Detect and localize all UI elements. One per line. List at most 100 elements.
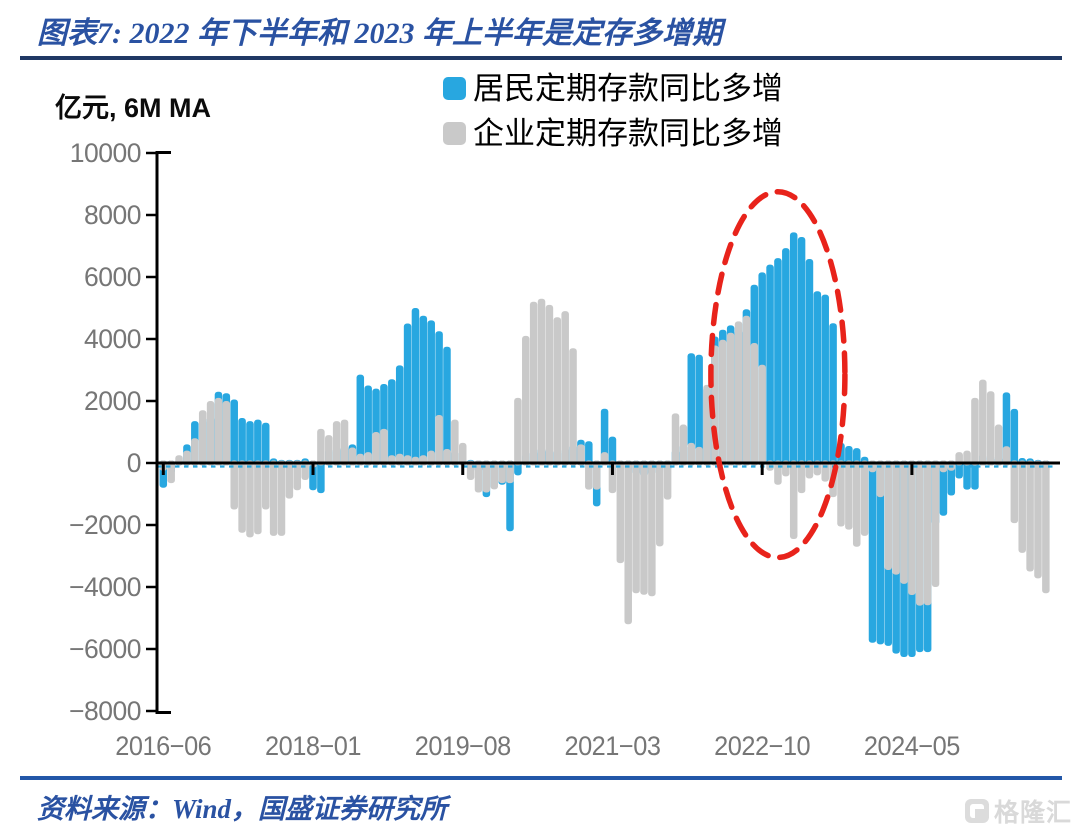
bar [671,413,680,466]
bar [1042,460,1050,594]
bar [435,414,443,466]
y-tick-label: 4000 [84,324,141,354]
bar [261,460,270,510]
bar [198,410,207,466]
bar [238,460,246,533]
y-tick-label: 10000 [70,138,141,168]
bar [372,432,380,466]
bar [868,460,877,643]
bar [569,348,577,466]
bar [695,446,703,466]
bar [214,397,223,466]
bar [514,397,522,466]
bar [750,343,759,466]
bar [1010,408,1019,466]
bar [1026,460,1034,572]
bar [734,321,743,466]
bar [789,232,798,466]
bar [1010,460,1019,524]
bar [490,460,499,490]
bottom-divider [20,776,1062,780]
bar [458,442,467,466]
bar [246,421,254,466]
bar [931,460,940,587]
y-tick-label: −6000 [69,634,141,664]
bar [703,384,711,466]
bar [608,460,617,494]
bar [238,418,246,466]
bar [640,460,648,595]
bar [884,460,893,570]
bar [419,315,428,466]
bar [663,460,672,500]
bar [293,460,302,491]
legend-label-corporate: 企业定期存款同比多增 [473,116,783,151]
x-tick-label: 2021−03 [564,731,660,761]
highlight-ellipse [708,188,848,561]
bar [356,374,365,466]
bar [277,460,286,536]
figure-title: 图表7: 2022 年下半年和 2023 年上半年是定存多增期 [37,17,722,50]
bar [254,460,262,535]
bar [1034,460,1042,579]
bar [246,460,254,538]
gelonghui-logo-icon [964,799,989,823]
y-tick-label: 0 [127,448,141,478]
y-tick-label: 6000 [84,262,141,292]
bar [979,379,987,466]
legend-swatch-resident [443,77,466,100]
bar [395,365,404,466]
bar [585,460,593,490]
legend: 居民定期存款同比多增 企业定期存款同比多增 [443,66,783,156]
bar [191,438,199,466]
bar [876,460,885,498]
bar [608,436,617,466]
bar [545,304,554,466]
bar [994,424,1003,466]
bar [443,346,451,466]
bar [845,445,853,466]
bar [230,460,238,510]
gelonghui-watermark: 格隆汇 [964,793,1072,827]
bar [411,308,420,466]
bar [348,447,357,466]
bar [285,460,294,499]
bar [726,332,735,466]
y-tick-label: 2000 [84,386,141,416]
y-tick-label: 8000 [84,200,141,230]
y-axis-tick-labels: 10000 8000 6000 4000 2000 0 −2000 −4000 −6000 −80… [69,138,141,726]
bar [553,317,562,466]
bar [797,460,806,494]
bar [939,460,948,516]
bar [206,401,215,466]
bar [742,315,751,466]
bar [616,460,625,564]
bar [719,339,727,466]
gelonghui-logo-text: 格隆汇 [993,799,1072,827]
legend-swatch-corporate [443,122,466,145]
bar [403,323,412,466]
bar [782,248,790,466]
bar [813,291,822,466]
bar [892,460,900,575]
bar [695,354,703,466]
bar [632,460,640,594]
bar [269,460,278,536]
y-tick-label: −4000 [69,572,141,602]
bar [537,298,546,466]
bar [443,449,451,466]
x-axis-tick-labels: 2016−06 2018−01 2019−08 2021−03 2022−10 2024−… [115,731,960,761]
bar [340,419,349,466]
bar [577,444,585,466]
bar [254,419,262,466]
bar [301,460,309,481]
source-note: 资料来源：Wind，国盛证券研究所 [37,794,448,824]
x-axis [157,461,1060,475]
bar [332,421,341,466]
bar [908,460,916,596]
x-tick-label: 2024−05 [864,731,960,761]
bar [971,460,979,490]
bar [309,460,317,491]
